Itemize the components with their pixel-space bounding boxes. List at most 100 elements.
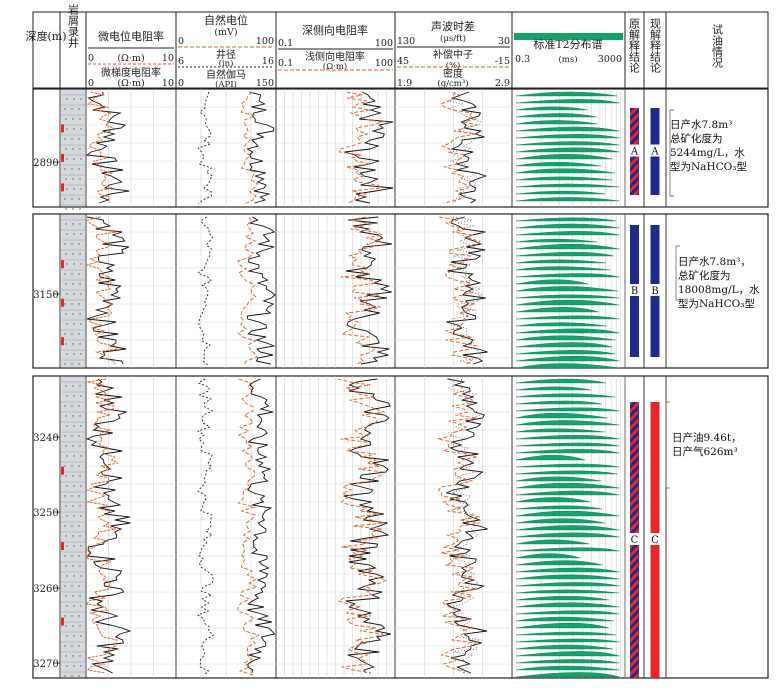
caliper-curve xyxy=(197,91,213,205)
lith-grain xyxy=(78,198,80,200)
test-bracket xyxy=(675,245,680,301)
depth-label: 3150 xyxy=(33,290,58,301)
svg-text:(%): (%) xyxy=(446,60,461,71)
nmr-t2-spectrum xyxy=(515,328,620,334)
lith-grain xyxy=(65,415,67,417)
gamma-ray-curve xyxy=(246,216,276,365)
svg-text:100: 100 xyxy=(256,36,274,47)
nmr-t2-spectrum xyxy=(515,141,620,146)
svg-text:(Ω·m): (Ω·m) xyxy=(117,78,144,89)
svg-text:微梯度电阻率: 微梯度电阻率 xyxy=(101,66,161,79)
lith-grain xyxy=(73,665,75,667)
lith-grain xyxy=(64,243,66,245)
micro-resistivity-curve xyxy=(85,378,132,674)
lithology-column xyxy=(61,215,85,367)
sp-curve xyxy=(240,91,259,205)
lith-grain xyxy=(72,535,74,537)
svg-text:0: 0 xyxy=(178,36,184,47)
nmr-t2-spectrum xyxy=(515,356,620,362)
curr-zone-label-bg xyxy=(650,533,660,545)
nmr-t2-spectrum xyxy=(515,279,589,285)
lith-grain xyxy=(80,188,82,190)
lith-grain xyxy=(64,333,66,335)
lith-grain xyxy=(79,475,81,477)
lith-grain xyxy=(66,395,68,397)
lith-grain xyxy=(72,283,74,285)
density-curve xyxy=(447,216,483,365)
nmr-t2-spectrum xyxy=(515,505,602,510)
nmr-t2-spectrum xyxy=(515,539,590,545)
gamma-ray-curve xyxy=(246,91,275,204)
lith-grain xyxy=(73,545,75,547)
lith-grain xyxy=(80,665,82,667)
micro-gradient-curve xyxy=(85,216,119,365)
lith-grain xyxy=(71,675,73,677)
nmr-t2-spectrum xyxy=(515,251,614,257)
lith-grain xyxy=(73,455,75,457)
lith-grain xyxy=(71,138,73,140)
lith-grain xyxy=(79,343,81,345)
lith-grain xyxy=(66,263,68,265)
nmr-t2-spectrum xyxy=(515,266,611,271)
lith-grain xyxy=(79,148,81,150)
nmr-t2-spectrum xyxy=(515,190,606,195)
lith-grain xyxy=(80,605,82,607)
lls-curve xyxy=(338,91,382,204)
lith-grain xyxy=(66,515,68,517)
nmr-t2-spectrum xyxy=(515,91,618,97)
lith-grain xyxy=(73,128,75,130)
svg-text:130: 130 xyxy=(397,36,415,47)
nmr-t2-spectrum xyxy=(515,322,607,327)
nmr-t2-spectrum xyxy=(515,665,620,671)
svg-text:1.9: 1.9 xyxy=(397,78,412,89)
svg-text:-15: -15 xyxy=(495,56,510,67)
lld-curve xyxy=(344,91,394,204)
lith-grain xyxy=(80,545,82,547)
lith-grain xyxy=(72,178,74,180)
lith-grain xyxy=(65,343,67,345)
lld-curve xyxy=(345,216,393,365)
lith-grain xyxy=(71,333,73,335)
lith-grain xyxy=(80,353,82,355)
lith-grain xyxy=(80,263,82,265)
svg-text:0.3: 0.3 xyxy=(515,54,530,65)
nmr-t2-spectrum xyxy=(515,672,620,678)
nmr-t2-spectrum xyxy=(515,154,613,160)
lls-curve xyxy=(340,216,385,365)
svg-text:(Ω·m): (Ω·m) xyxy=(117,53,144,64)
lith-grain xyxy=(71,108,73,110)
svg-text:0: 0 xyxy=(178,78,184,89)
lith-grain xyxy=(66,425,68,427)
lith-grain xyxy=(66,455,68,457)
lith-grain xyxy=(66,128,68,130)
lith-grain xyxy=(80,515,82,517)
lith-grain xyxy=(72,625,74,627)
lith-grain xyxy=(65,445,67,447)
lith-grain xyxy=(73,233,75,235)
lith-grain xyxy=(71,645,73,647)
lith-grain xyxy=(72,565,74,567)
lith-grain xyxy=(80,455,82,457)
depth-label: 3260 xyxy=(33,584,58,595)
lith-grain xyxy=(73,353,75,355)
svg-text:100: 100 xyxy=(375,38,393,49)
nmr-t2-spectrum xyxy=(515,147,620,153)
lith-grain xyxy=(65,385,67,387)
oil-show-mark xyxy=(61,124,64,133)
test-result-line: 18008mg/L，水 xyxy=(678,284,760,296)
nmr-t2-spectrum xyxy=(515,400,602,405)
nmr-t2-spectrum xyxy=(515,217,617,222)
nmr-t2-spectrum xyxy=(515,335,616,341)
nmr-t2-spectrum xyxy=(515,342,613,348)
lith-grain xyxy=(72,148,74,150)
nmr-t2-spectrum xyxy=(515,197,620,202)
nmr-t2-spectrum xyxy=(515,595,610,601)
lith-grain xyxy=(78,333,80,335)
nmr-t2-spectrum xyxy=(515,315,620,320)
lith-grain xyxy=(65,208,67,210)
lith-grain xyxy=(66,665,68,667)
lith-grain xyxy=(80,485,82,487)
svg-text:0.1: 0.1 xyxy=(278,38,293,49)
lith-grain xyxy=(73,425,75,427)
